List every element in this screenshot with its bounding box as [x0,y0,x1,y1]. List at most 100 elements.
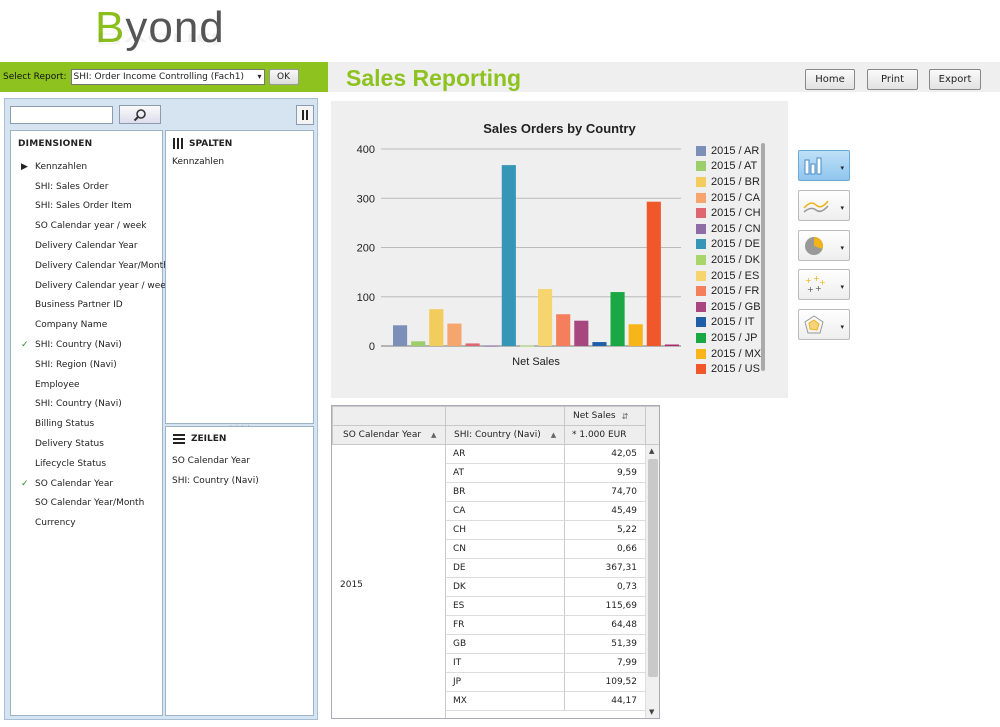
rows-dropzone[interactable]: ZEILEN SO Calendar Year SHI: Country (Na… [165,426,314,716]
legend-item[interactable]: 2015 / FR [696,283,776,299]
bar-2015-us[interactable] [646,201,661,346]
bar-2015-jp[interactable] [610,292,625,346]
row-item[interactable]: SO Calendar Year [172,456,251,466]
scatter-chart-button[interactable]: + + + + + ▾ [798,269,850,300]
columns-dropzone[interactable]: SPALTEN Kennzahlen [165,130,314,424]
dimension-item[interactable]: ▶ Kennzahlen [21,161,88,172]
legend-label: 2015 / ES [711,269,760,282]
bar-chart-button[interactable]: ▾ [798,150,850,181]
country-cell: CN [446,540,565,559]
table-scrollbar[interactable]: ▲ ▼ [645,445,659,718]
bar-2015-fr[interactable] [556,314,571,346]
ok-button[interactable]: OK [268,69,299,85]
bar-2015-it[interactable] [592,342,607,346]
dimension-item[interactable]: ✓ SHI: Country (Navi) [21,340,122,351]
dimension-item[interactable]: Business Partner ID [35,300,123,311]
scroll-down-icon[interactable]: ▼ [649,708,655,716]
legend-item[interactable]: 2015 / CA [696,190,776,206]
bar-2015-mx[interactable] [628,324,643,346]
scroll-thumb[interactable] [648,459,658,677]
sort-asc-icon[interactable]: ▲ [550,431,557,439]
dimension-item[interactable]: ✓ SO Calendar Year [21,478,114,489]
legend-item[interactable]: 2015 / ES [696,268,776,284]
dimension-item[interactable]: Delivery Calendar Year/Month [35,260,169,271]
bar-hidden-series[interactable] [664,344,680,347]
data-table: Net Sales ⇵ SO Calendar Year ▲ SHI: Coun… [331,405,660,719]
table-corner [332,406,446,426]
country-cell: MX [446,692,565,711]
bar-2015-de[interactable] [501,165,516,346]
legend-item[interactable]: 2015 / JP [696,330,776,346]
page-title: Sales Reporting [346,65,522,91]
table-corner [645,406,659,445]
print-button[interactable]: Print [867,69,918,90]
report-select[interactable]: SHI: Order Income Controlling (Fach1) ▾ [70,69,265,85]
dimension-item[interactable]: Currency [35,518,76,529]
dimension-item[interactable]: Billing Status [35,419,95,430]
dimension-item[interactable]: Lifecycle Status [35,458,107,469]
dimension-item[interactable]: Employee [35,379,80,390]
panel-collapse-button[interactable] [296,105,314,125]
legend-label: 2015 / AT [711,160,758,173]
dimension-item[interactable]: Delivery Calendar Year [35,241,138,252]
legend-item[interactable]: 2015 / MX [696,346,776,362]
chart-title: Sales Orders by Country [483,121,636,136]
legend-item[interactable]: 2015 / DE [696,237,776,253]
sort-asc-icon[interactable]: ▲ [431,431,437,439]
home-button[interactable]: Home [805,69,855,90]
y-tick-label: 100 [357,292,375,304]
bar-2015-ca[interactable] [447,323,462,346]
legend-item[interactable]: 2015 / CN [696,221,776,237]
dimension-item[interactable]: SHI: Sales Order Item [35,201,132,212]
bar-2015-dk[interactable] [519,345,535,347]
legend-item[interactable]: 2015 / AR [696,143,776,159]
legend-item[interactable]: 2015 / BR [696,174,776,190]
bar-2015-es[interactable] [538,289,553,346]
export-button[interactable]: Export [929,69,981,90]
sort-icon[interactable]: ⇵ [621,411,629,421]
legend-scrollbar[interactable] [761,143,765,371]
legend-label: 2015 / DK [711,253,760,266]
radar-chart-button[interactable]: ▾ [798,309,850,340]
line-chart-button[interactable]: ▾ [798,190,850,221]
dimension-item[interactable]: SHI: Sales Order [35,181,109,192]
column-item[interactable]: Kennzahlen [172,157,225,167]
dimension-item[interactable]: SHI: Country (Navi) [35,399,122,410]
search-button[interactable] [119,105,161,124]
legend-item[interactable]: 2015 / DK [696,252,776,268]
legend-item[interactable]: 2015 / IT [696,315,776,331]
line-chart-icon [803,200,829,213]
bar-2015-ar[interactable] [393,325,408,346]
legend-item[interactable]: 2015 / AT [696,159,776,175]
legend-item[interactable]: 2015 / CH [696,205,776,221]
dimension-item[interactable]: Delivery Status [35,439,104,450]
bar-2015-br[interactable] [429,309,444,346]
dimensions-header: DIMENSIONEN [18,139,93,149]
legend-swatch [696,286,706,297]
svg-text:+: + [813,275,820,283]
bar-2015-gb[interactable] [574,320,589,346]
svg-text:+: + [805,276,812,285]
so-calendar-year-header[interactable]: SO Calendar Year ▲ [332,425,446,445]
row-item[interactable]: SHI: Country (Navi) [172,476,259,486]
expand-arrow-icon[interactable]: ▶ [21,161,28,172]
legend-label: 2015 / MX [711,347,762,360]
scroll-up-icon[interactable]: ▲ [649,447,655,455]
net-sales-header[interactable]: Net Sales ⇵ [564,406,646,426]
legend-item[interactable]: 2015 / GB [696,299,776,315]
dimension-search-input[interactable] [10,106,113,124]
dimension-item[interactable]: SO Calendar year / week [35,221,147,232]
bar-2015-at[interactable] [411,341,426,346]
country-header[interactable]: SHI: Country (Navi) ▲ [445,425,565,445]
net-sales-cell: 9,59 [565,464,645,483]
dimension-item[interactable]: Company Name [35,320,108,331]
legend-item[interactable]: 2015 / US [696,361,776,375]
bar-2015-cn[interactable] [483,345,498,347]
legend-swatch [696,239,706,250]
pie-chart-button[interactable]: ▾ [798,230,850,261]
dimension-item[interactable]: SHI: Region (Navi) [35,359,117,370]
bar-2015-ch[interactable] [465,343,480,346]
dimension-item[interactable]: SO Calendar Year/Month [35,498,145,509]
dimension-item[interactable]: Delivery Calendar year / week [35,280,172,291]
rows-icon [173,434,185,444]
